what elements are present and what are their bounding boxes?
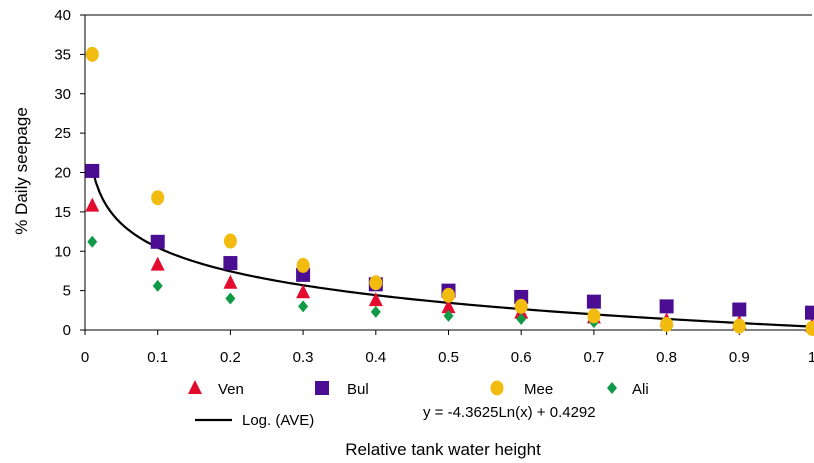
- x-axis-ticks: 0 0.1 0.2 0.3 0.4 0.5 0.6 0.7 0.8 0.9 1: [81, 330, 814, 366]
- data-point-mee: [732, 318, 746, 334]
- x-tick-label: 0.3: [293, 349, 314, 366]
- data-point-mee: [514, 298, 528, 314]
- x-tick-label: 0.2: [220, 349, 241, 366]
- trendline-log-ave: [91, 168, 813, 328]
- data-point-bul: [732, 302, 747, 317]
- data-point-mee: [805, 320, 814, 336]
- data-point-ali: [516, 312, 527, 325]
- x-axis-title: Relative tank water height: [345, 440, 541, 459]
- legend-marker-bul: [315, 381, 329, 395]
- data-point-bul: [659, 299, 674, 314]
- legend-item-ali: Ali: [607, 381, 649, 398]
- x-tick-label: 1: [808, 349, 814, 366]
- data-point-bul: [150, 234, 165, 249]
- data-point-bul: [85, 163, 100, 178]
- data-point-mee: [296, 257, 310, 273]
- x-tick-label: 0.4: [365, 349, 386, 366]
- y-tick-label: 20: [54, 165, 71, 182]
- legend-label-ali: Ali: [632, 381, 649, 398]
- x-tick-label: 0.7: [583, 349, 604, 366]
- legend-trendline: Log. (AVE): [195, 412, 314, 429]
- data-point-ali: [87, 235, 98, 248]
- trendline-equation: y = -4.3625Ln(x) + 0.4292: [423, 404, 596, 421]
- data-point-mee: [442, 287, 455, 303]
- data-point-ven: [441, 299, 456, 314]
- legend-label-mee: Mee: [524, 381, 553, 398]
- y-tick-label: 5: [63, 283, 71, 300]
- y-axis-ticks: 0 5 10 15 20 25 30 35 40: [54, 7, 85, 339]
- y-tick-label: 35: [54, 46, 71, 63]
- x-tick-label: 0: [81, 349, 89, 366]
- data-point-ali: [370, 305, 381, 318]
- data-point-ali: [225, 292, 236, 305]
- data-point-bul: [223, 256, 238, 271]
- data-point-mee: [587, 308, 601, 324]
- data-point-ven: [223, 274, 238, 289]
- data-point-ali: [152, 279, 163, 292]
- y-tick-label: 10: [54, 243, 71, 260]
- legend-label-ven: Ven: [218, 381, 244, 398]
- y-tick-label: 15: [54, 204, 71, 221]
- data-point-ali: [298, 300, 309, 313]
- x-tick-label: 0.6: [511, 349, 532, 366]
- y-tick-label: 30: [54, 86, 71, 103]
- legend-item-ven: Ven: [188, 380, 244, 398]
- legend-marker-ven: [188, 380, 202, 394]
- data-point-ven: [85, 197, 100, 212]
- data-point-ven: [368, 292, 383, 307]
- data-point-mee: [223, 233, 237, 249]
- data-point-ven: [150, 256, 165, 271]
- data-point-mee: [369, 275, 383, 291]
- data-markers: [85, 46, 814, 336]
- y-tick-label: 0: [63, 322, 71, 339]
- x-tick-label: 0.5: [438, 349, 459, 366]
- legend-item-mee: Mee: [490, 380, 553, 398]
- legend-item-bul: Bul: [315, 381, 369, 398]
- data-point-mee: [660, 316, 674, 332]
- x-tick-label: 0.9: [729, 349, 750, 366]
- data-point-ali: [443, 309, 454, 322]
- legend-marker-ali: [607, 382, 617, 394]
- y-axis-title: % Daily seepage: [12, 107, 31, 235]
- data-point-ven: [296, 284, 311, 299]
- series-mee: [85, 46, 814, 336]
- legend-trendline-label: Log. (AVE): [242, 412, 314, 429]
- x-tick-label: 0.8: [656, 349, 677, 366]
- legend-label-bul: Bul: [347, 381, 369, 398]
- y-tick-label: 40: [54, 7, 71, 24]
- legend: Ven Bul Mee Ali: [188, 380, 649, 398]
- x-tick-label: 0.1: [147, 349, 168, 366]
- data-point-bul: [805, 305, 814, 320]
- y-tick-label: 25: [54, 125, 71, 142]
- data-point-mee: [151, 190, 165, 206]
- data-point-bul: [586, 294, 601, 309]
- data-point-mee: [85, 46, 99, 62]
- legend-marker-mee: [490, 380, 504, 396]
